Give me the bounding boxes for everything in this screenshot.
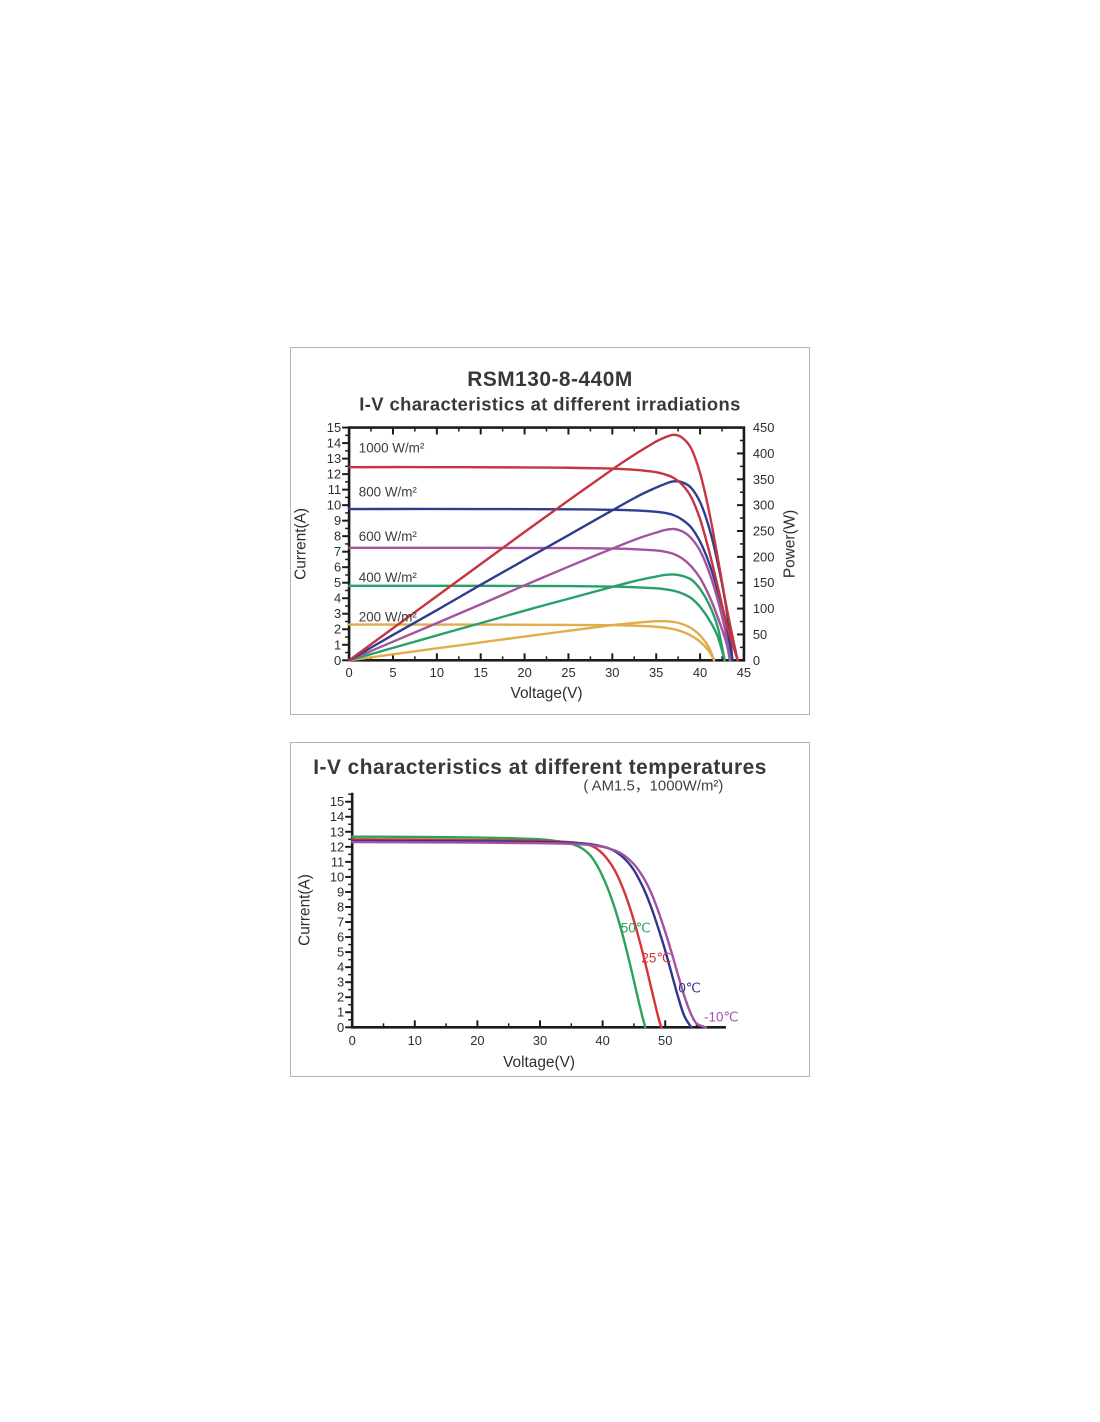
curve-label: -10℃ [704,1009,738,1024]
current-50c-curve [350,835,647,1029]
power-800wm2-curve [347,480,734,662]
y-tick-label: 0 [337,1020,344,1035]
y-tick-label: 15 [327,420,341,435]
y2-tick-label: 350 [753,472,775,487]
y-tick-label: 2 [337,990,344,1005]
x-axis-title: Voltage(V) [511,685,583,702]
irradiance-plot-area: 0 5 10 15 20 25 30 35 40 450123456789101112131415… [292,420,798,702]
y2-tick-label: 300 [753,498,775,513]
irradiance-chart-subtitle: I-V characteristics at different irradia… [359,394,740,415]
y2-tick-label: 200 [753,549,775,564]
irradiance-chart-title: RSM130-8-440M [467,368,632,391]
power-600wm2-curve [347,527,732,662]
plot-axes [350,792,726,1029]
y-tick-label: 4 [334,591,341,606]
current-minus10c-curve [350,840,708,1029]
y-tick-label: 14 [327,436,341,451]
y-tick-label: 11 [331,854,344,869]
temperature-chart-note: ( AM1.5，1000W/m²) [583,779,723,795]
y-tick-label: 10 [330,869,344,884]
y2-tick-label: 150 [753,575,775,590]
y-tick-label: 8 [334,529,341,544]
y2-tick-label: 0 [753,653,760,668]
y-axis-title: Current(A) [296,874,313,946]
y-tick-label: 4 [337,960,344,975]
current-800wm2-curve [347,507,734,662]
temperature-chart: I-V characteristics at different tempera… [296,756,767,1071]
y-tick-label: 13 [330,824,344,839]
x-tick-label: 45 [737,665,751,680]
x-tick-label: 30 [605,665,619,680]
power-200wm2-curve [347,619,716,662]
y-tick-label: 3 [337,975,344,990]
power-1000wm2-curve [347,433,739,662]
curve-label: 0℃ [678,981,701,996]
y-tick-label: 7 [334,544,341,559]
y2-tick-label: 450 [753,420,775,435]
temperature-plot-area: 0 10 20 30 40 500123456789101112131415Voltage… [296,792,738,1071]
x-tick-label: 25 [561,665,575,680]
curve-label: 1000 W/m² [359,440,425,455]
x-tick-label: 20 [517,665,531,680]
x-tick-label: 10 [430,665,444,680]
y-tick-label: 8 [337,899,344,914]
y2-tick-label: 250 [753,523,775,538]
y-tick-label: 12 [327,467,341,482]
current-400wm2-curve [347,584,726,662]
curve-label: 400 W/m² [359,570,418,585]
y-tick-label: 13 [327,451,341,466]
y-tick-label: 6 [334,560,341,575]
y-tick-label: 14 [330,809,344,824]
current-25c-curve [350,838,663,1029]
y-tick-label: 3 [334,606,341,621]
x-tick-label: 5 [389,665,396,680]
x-tick-label: 30 [533,1033,547,1048]
y-axis-title: Current(A) [292,508,309,580]
y2-tick-label: 50 [753,627,767,642]
power-400wm2-curve [347,573,726,662]
y-tick-label: 5 [334,575,341,590]
y-tick-label: 12 [330,839,344,854]
y-tick-label: 11 [328,482,341,497]
y-tick-label: 9 [334,513,341,528]
x-tick-label: 50 [658,1033,672,1048]
x-tick-label: 20 [470,1033,484,1048]
y-tick-label: 6 [337,930,344,945]
curve-label: 200 W/m² [359,610,418,625]
y-tick-label: 9 [337,884,344,899]
y2-tick-label: 100 [753,601,775,616]
current-600wm2-curve [347,546,732,662]
curve-label: 800 W/m² [359,485,418,500]
y-tick-label: 1 [337,1005,344,1020]
current-1000wm2-curve [347,465,739,662]
y-tick-label: 7 [337,915,344,930]
irradiance-chart: RSM130-8-440M I-V characteristics at dif… [292,368,798,702]
y-tick-label: 15 [330,794,344,809]
x-tick-label: 0 [346,665,353,680]
y2-axis-title: Power(W) [782,510,799,578]
y-tick-label: 2 [334,622,341,637]
y-tick-label: 1 [334,637,341,652]
x-tick-label: 40 [693,665,707,680]
curve-label: 25℃ [641,951,671,966]
x-tick-label: 35 [649,665,663,680]
x-tick-label: 40 [595,1033,609,1048]
temperature-chart-panel: I-V characteristics at different tempera… [290,742,810,1077]
y-tick-label: 0 [334,653,341,668]
curve-label: 50℃ [621,921,651,936]
temperature-chart-title: I-V characteristics at different tempera… [313,756,767,779]
current-200wm2-curve [347,623,716,662]
y-tick-label: 10 [327,498,341,513]
y2-tick-label: 400 [753,446,775,461]
irradiance-chart-panel: RSM130-8-440M I-V characteristics at dif… [290,347,810,715]
curve-label: 600 W/m² [359,529,418,544]
x-tick-label: 0 [349,1033,356,1048]
x-tick-label: 15 [474,665,488,680]
y-tick-label: 5 [337,945,344,960]
x-tick-label: 10 [408,1033,422,1048]
x-axis-title: Voltage(V) [503,1054,575,1071]
